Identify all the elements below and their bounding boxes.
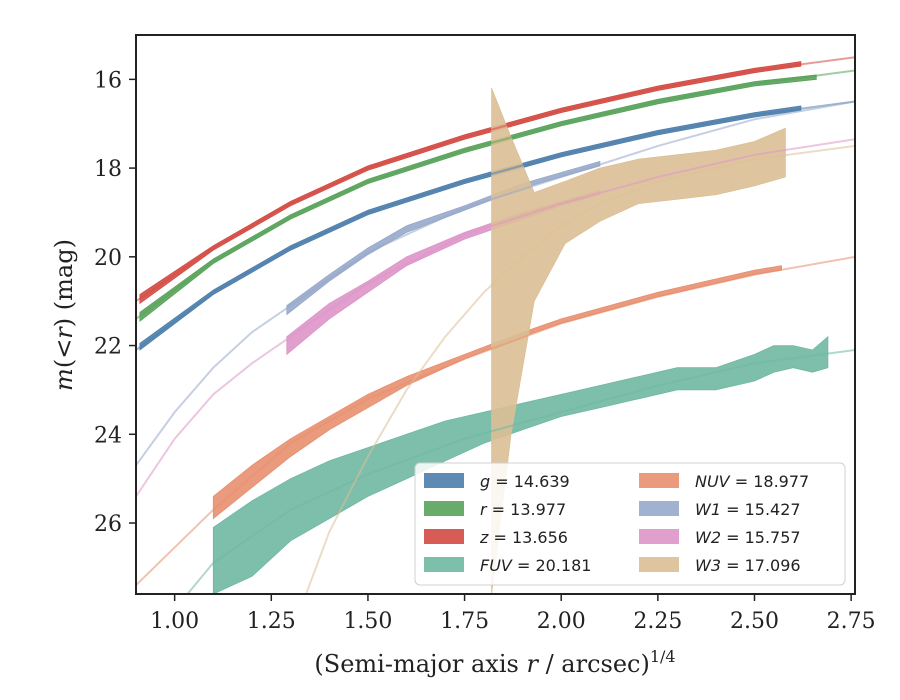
x-axis-label: (Semi-major axis r / arcsec)1/4	[314, 647, 675, 678]
legend: g = 14.639 r = 13.977 z = 13.656 FUV = 20.1…	[414, 462, 846, 586]
y-tick-label: 20	[94, 246, 122, 271]
model-curve-g	[136, 100, 855, 351]
data-band-w3	[491, 88, 786, 594]
x-tick-label: 1.00	[150, 609, 199, 634]
legend-swatch-w3	[639, 557, 679, 572]
y-tick-label: 16	[94, 68, 122, 93]
legend-swatch-fuv	[424, 557, 464, 572]
legend-swatch-w2	[639, 529, 679, 544]
model-curve-w2	[136, 138, 855, 497]
x-tick-label: 2.00	[537, 609, 586, 634]
model-curve-w3	[305, 144, 855, 594]
x-tick-label: 1.75	[440, 609, 489, 634]
legend-swatch-g	[424, 473, 464, 488]
legend-label-w3: W3 = 17.096	[695, 556, 801, 575]
legend-box	[414, 462, 846, 586]
x-tick-label: 2.75	[827, 609, 876, 634]
y-axis-label: m(<r) (mag)	[50, 239, 78, 391]
x-tick-label: 1.25	[247, 609, 296, 634]
legend-label-w1: W1 = 15.427	[695, 500, 801, 519]
model-curve-w1	[136, 100, 855, 466]
legend-label-nuv: NUV = 18.977	[695, 472, 809, 491]
data-band-z	[139, 61, 802, 305]
legend-label-r: r = 13.977	[480, 500, 566, 519]
x-tick-label: 1.50	[343, 609, 392, 634]
y-tick-label: 22	[94, 335, 122, 360]
data-band-w1	[286, 160, 601, 316]
y-tick-label: 26	[94, 512, 122, 537]
plot-frame	[135, 34, 856, 595]
model-curves	[136, 56, 855, 594]
model-curve-nuv	[136, 255, 855, 586]
x-tick-label: 2.50	[730, 609, 779, 634]
y-tick-label: 24	[94, 423, 122, 448]
legend-swatch-r	[424, 501, 464, 516]
model-curve-r	[136, 69, 855, 320]
legend-label-g: g = 14.639	[480, 472, 570, 491]
legend-label-fuv: FUV = 20.181	[480, 556, 591, 575]
model-curve-fuv	[186, 349, 855, 594]
legend-swatch-w1	[639, 501, 679, 516]
data-band-r	[139, 74, 817, 323]
legend-label-z: z = 13.656	[479, 528, 568, 547]
legend-swatch-z	[424, 529, 464, 544]
x-tick-label: 2.25	[633, 609, 682, 634]
model-curve-z	[136, 56, 855, 303]
axis-ticks: 1.00 1.25 1.50 1.75 2.00 2.25 2.50 2.75 16 18 20 22…	[94, 68, 876, 634]
legend-label-w2: W2 = 15.757	[695, 528, 801, 547]
y-tick-label: 18	[94, 157, 122, 182]
legend-swatch-nuv	[639, 473, 679, 488]
